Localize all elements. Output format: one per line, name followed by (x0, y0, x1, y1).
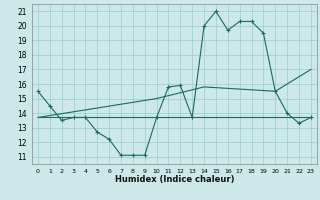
X-axis label: Humidex (Indice chaleur): Humidex (Indice chaleur) (115, 175, 234, 184)
